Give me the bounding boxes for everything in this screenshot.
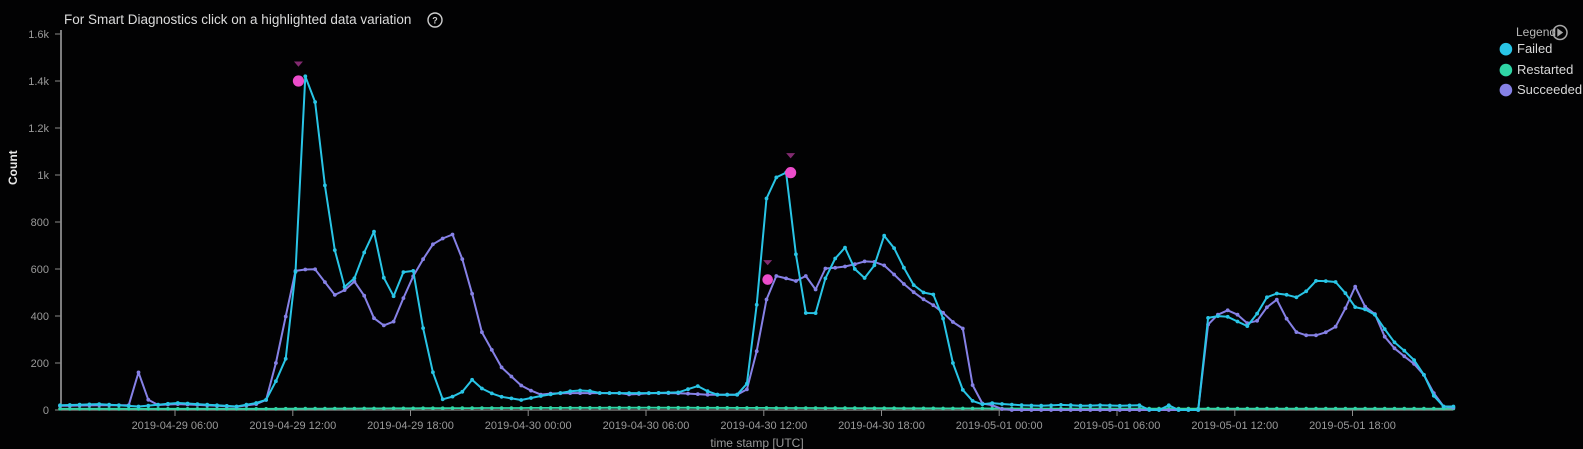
svg-text:200: 200 (31, 358, 49, 370)
svg-text:1.2k: 1.2k (28, 123, 49, 135)
svg-text:2019-04-30 12:00: 2019-04-30 12:00 (720, 420, 807, 432)
svg-text:1.4k: 1.4k (28, 76, 49, 88)
svg-text:2019-05-01 00:00: 2019-05-01 00:00 (956, 420, 1043, 432)
svg-text:2019-05-01 18:00: 2019-05-01 18:00 (1309, 420, 1396, 432)
svg-text:0: 0 (43, 405, 49, 417)
svg-text:2019-04-30 00:00: 2019-04-30 00:00 (485, 420, 572, 432)
svg-text:2019-04-29 12:00: 2019-04-29 12:00 (249, 420, 336, 432)
svg-text:2019-04-29 06:00: 2019-04-29 06:00 (132, 420, 219, 432)
svg-text:1.6k: 1.6k (28, 29, 49, 41)
svg-text:2019-05-01 12:00: 2019-05-01 12:00 (1191, 420, 1278, 432)
svg-text:time stamp [UTC]: time stamp [UTC] (710, 436, 803, 449)
svg-text:1k: 1k (37, 170, 49, 182)
svg-text:2019-05-01 06:00: 2019-05-01 06:00 (1074, 420, 1161, 432)
svg-text:2019-04-29 18:00: 2019-04-29 18:00 (367, 420, 454, 432)
svg-text:400: 400 (31, 311, 49, 323)
svg-text:2019-04-30 06:00: 2019-04-30 06:00 (603, 420, 690, 432)
svg-text:800: 800 (31, 217, 49, 229)
svg-text:2019-04-30 18:00: 2019-04-30 18:00 (838, 420, 925, 432)
svg-text:600: 600 (31, 264, 49, 276)
